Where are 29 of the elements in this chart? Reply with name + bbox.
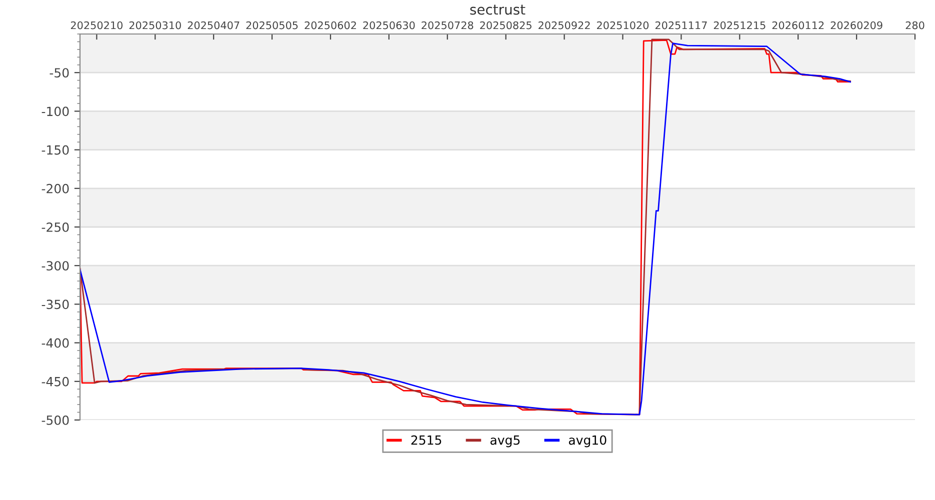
y-tick-label: -200	[42, 184, 69, 194]
x-tick-label: 20260112	[772, 21, 824, 30]
x-tick-label: 20260209	[830, 21, 882, 30]
x-tick-label: 20250602	[304, 21, 356, 30]
chart-title: sectrust	[470, 4, 526, 15]
x-tick-label: 20250210	[70, 21, 123, 30]
y-tick-label: -100	[42, 106, 69, 116]
x-tick-label: 20250630	[363, 21, 415, 30]
x-tick-label: 20250407	[188, 21, 240, 30]
y-tick-label: -500	[42, 415, 69, 425]
x-tick-label: 20250310	[129, 21, 181, 30]
legend-label: avg10	[568, 435, 606, 448]
x-tick-label: 20250728	[422, 21, 474, 30]
x-tick-label: 280	[906, 21, 924, 30]
y-tick-label: -250	[42, 222, 69, 232]
y-tick-label: -350	[42, 300, 69, 310]
y-tick-label: -400	[42, 338, 69, 348]
x-tick-label: 20250922	[538, 21, 590, 30]
y-tick-label: -450	[42, 376, 69, 386]
x-tick-label: 20251117	[655, 21, 707, 30]
y-tick-label: -150	[42, 145, 69, 155]
x-tick-label: 20251020	[597, 21, 649, 30]
x-tick-label: 20251215	[714, 21, 766, 30]
y-tick-label: -50	[50, 68, 69, 78]
y-tick-label: -300	[42, 261, 69, 271]
x-tick-label: 20250825	[480, 21, 532, 30]
legend-label: 2515	[411, 435, 442, 445]
x-tick-label: 20250505	[246, 21, 298, 30]
legend-label: avg5	[490, 435, 520, 448]
